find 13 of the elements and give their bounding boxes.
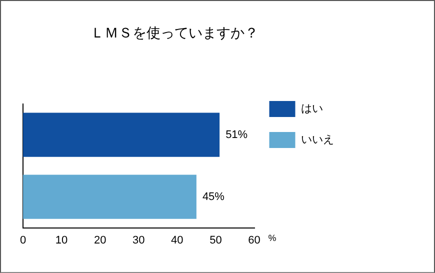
x-tick-label: 50 <box>210 234 222 246</box>
x-tick-label: 10 <box>55 234 68 246</box>
legend-label: はい <box>300 103 323 116</box>
data-label: 51% <box>226 128 248 141</box>
x-tick-label: 60 <box>248 234 260 246</box>
x-tick-label: 20 <box>94 234 106 246</box>
data-label: 45% <box>202 190 225 203</box>
legend-label: いいえ <box>300 134 334 146</box>
x-axis-title: % <box>268 232 276 243</box>
x-tick-label: 30 <box>132 234 145 246</box>
chart-title: ＬＭＳを使っていますか？ <box>90 24 258 40</box>
x-tick-label: 40 <box>171 234 184 246</box>
x-tick-label: 0 <box>20 234 26 246</box>
